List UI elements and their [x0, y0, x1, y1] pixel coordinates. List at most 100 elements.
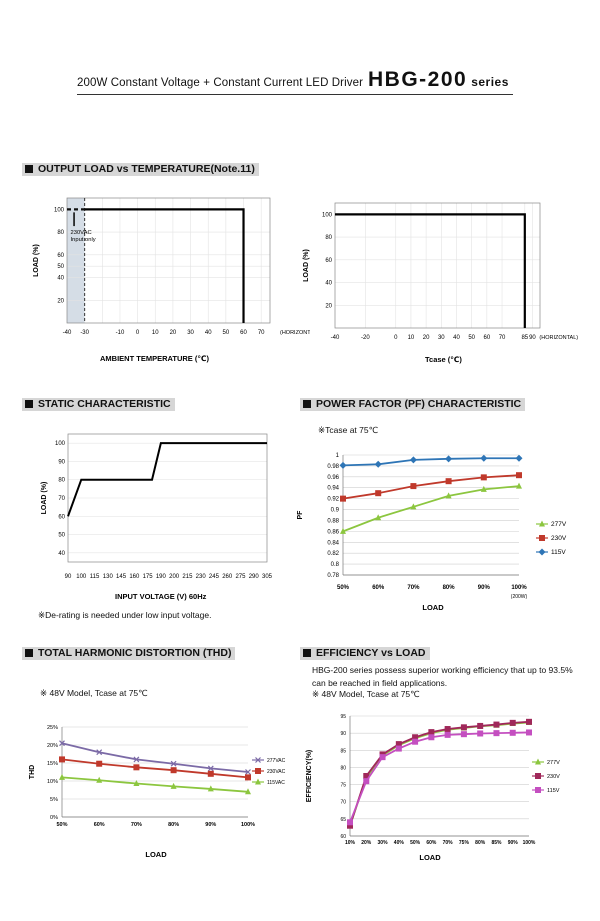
data-point-230VAC	[170, 767, 177, 774]
legend-marker-115VAC	[255, 778, 261, 785]
legend-label: 230V	[547, 774, 560, 780]
data-point-115V	[493, 730, 500, 737]
x-tick-label: 245	[209, 574, 220, 580]
x-tick-label: 60	[484, 335, 491, 341]
y-tick-label: 80	[340, 765, 346, 771]
x-tick-label: 130	[103, 574, 114, 580]
section-bullet-icon	[303, 399, 311, 408]
y-tick-label: 20%	[47, 743, 58, 749]
legend-label: 230V	[551, 535, 567, 542]
load-curve	[67, 442, 267, 517]
y-tick-label: 80	[325, 235, 332, 241]
model-name: HBG-200	[368, 68, 468, 91]
y-tick-label: 100	[54, 207, 65, 213]
x-tick-label: 90%	[508, 840, 519, 846]
x-tick-label: 40	[453, 335, 460, 341]
y-tick-label: 90	[340, 731, 346, 737]
y-axis-label: PF	[297, 510, 304, 520]
x-tick-label: 10	[152, 330, 159, 336]
data-point-115V	[347, 819, 353, 826]
y-axis-label: EFFICIENCY(%)	[306, 750, 313, 803]
x-tick-label: 30%	[378, 840, 389, 846]
x-tick-label: 60%	[372, 585, 385, 591]
x-axis-label: AMBIENT TEMPERATURE (℃)	[100, 354, 209, 363]
x-axis-label: LOAD	[422, 603, 444, 612]
y-tick-label: 10%	[47, 779, 58, 785]
section-bullet-icon	[25, 648, 33, 657]
data-point-115VAC	[207, 785, 214, 792]
y-tick-label: 40	[58, 551, 65, 557]
data-point-115VAC	[245, 788, 251, 795]
data-point-277VAC	[59, 740, 65, 747]
y-tick-label: 100	[322, 212, 333, 218]
y-tick-label: 20	[325, 303, 332, 309]
data-point-230V	[340, 495, 346, 502]
x-tick-label: 85	[521, 335, 528, 341]
x-tick-label: 90%	[478, 585, 491, 591]
y-tick-label: 15%	[47, 761, 58, 767]
x-tick-label: 260	[222, 574, 233, 580]
legend-label: 277V	[551, 521, 567, 528]
data-point-115V	[460, 731, 467, 738]
x-tick-label: 70	[499, 335, 506, 341]
legend-label: 230VAC	[267, 769, 286, 775]
x-tick-label: 70%	[443, 840, 454, 846]
legend-marker-277V	[535, 758, 541, 765]
data-point-115VAC	[170, 782, 177, 789]
data-point-277V	[445, 492, 452, 499]
x-tick-label: 190	[156, 574, 167, 580]
series-line-277VAC	[61, 742, 249, 773]
x-tick-label: -10	[116, 330, 125, 336]
y-tick-label: 0.84	[327, 540, 339, 546]
data-point-230VAC	[59, 756, 65, 763]
y-tick-label: 60	[58, 514, 65, 520]
x-tick-label: 75%	[459, 840, 470, 846]
x-tick-label: 60	[240, 330, 247, 336]
data-point-115VAC	[96, 776, 103, 783]
x-tick-label: -40	[331, 335, 340, 341]
data-point-230VAC	[133, 764, 140, 771]
section-thd: TOTAL HARMONIC DISTORTION (THD)	[22, 647, 236, 660]
legend-marker-230V	[535, 773, 541, 779]
efficiency-description: HBG-200 series possess superior working …	[312, 665, 573, 688]
x-tick-label: 30	[187, 330, 194, 336]
data-point-277V	[340, 527, 346, 534]
y-tick-label: 1	[336, 453, 340, 459]
x-tick-label: 50%	[56, 822, 67, 828]
data-point-230V	[395, 741, 402, 748]
data-point-115VAC	[59, 773, 65, 780]
x-axis-label: LOAD	[419, 853, 441, 862]
y-tick-label: 40	[57, 276, 64, 282]
data-point-115V	[412, 738, 419, 745]
x-axis-label: Tcase (℃)	[425, 355, 462, 364]
y-tick-label: 40	[325, 281, 332, 287]
series-line-115V	[342, 457, 519, 467]
y-tick-label: 0.78	[327, 573, 339, 579]
series-suffix: series	[471, 75, 509, 89]
y-tick-label: 0.94	[327, 486, 339, 492]
x-tick-label: 160	[129, 574, 140, 580]
legend-label: 115V	[547, 788, 560, 794]
x-tick-label: 90%	[205, 822, 216, 828]
section-bullet-icon	[25, 399, 33, 408]
x-sub-note: (200W)	[511, 594, 528, 600]
data-point-277VAC	[207, 765, 214, 772]
plot-frame	[334, 202, 541, 329]
legend-label: 277V	[547, 760, 560, 766]
load-curve	[84, 208, 245, 323]
x-tick-label: 40	[205, 330, 212, 336]
x-tick-label: 20	[170, 330, 177, 336]
data-point-277VAC	[133, 756, 140, 763]
x-tick-label: 70	[258, 330, 265, 336]
derating-note: ※De-rating is needed under low input vol…	[38, 610, 212, 620]
data-point-277V	[516, 482, 522, 489]
data-point-115V	[477, 730, 484, 737]
data-point-230V	[493, 721, 500, 728]
data-point-115V	[526, 729, 532, 736]
x-tick-label: 0	[394, 335, 398, 341]
y-tick-label: 60	[57, 253, 64, 259]
x-tick-label: 40%	[394, 840, 405, 846]
data-point-230V	[444, 726, 451, 733]
